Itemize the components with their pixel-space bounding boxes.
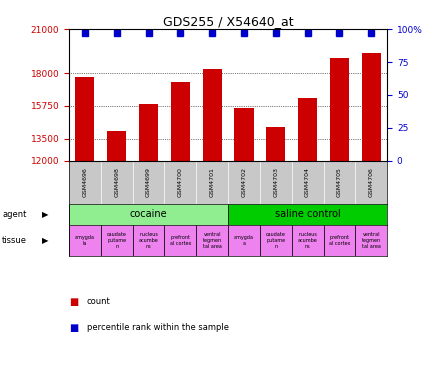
Text: GSM4700: GSM4700 (178, 167, 183, 197)
Text: percentile rank within the sample: percentile rank within the sample (87, 323, 229, 332)
Bar (69, 225, 101, 256)
Text: nucleus
acumbe
ns: nucleus acumbe ns (298, 232, 317, 249)
Text: GSM4702: GSM4702 (242, 167, 247, 197)
Bar (75, 78, 94, 161)
Text: GSM4701: GSM4701 (210, 167, 214, 197)
Text: GSM4706: GSM4706 (369, 167, 374, 197)
Text: GSM4705: GSM4705 (337, 167, 342, 197)
Bar (330, 59, 349, 161)
Bar (196, 225, 228, 256)
Text: ▶: ▶ (42, 236, 49, 245)
Title: GDS255 / X54640_at: GDS255 / X54640_at (163, 15, 293, 28)
Bar (228, 225, 260, 256)
Text: caudate
putame
n: caudate putame n (107, 232, 127, 249)
Text: cocaine: cocaine (129, 209, 167, 219)
Text: GSM4698: GSM4698 (114, 167, 119, 197)
Text: GSM4696: GSM4696 (82, 167, 87, 197)
Text: GSM4704: GSM4704 (305, 167, 310, 197)
Bar (107, 131, 126, 161)
Bar (202, 69, 222, 161)
Bar (260, 225, 292, 256)
Text: count: count (87, 298, 110, 306)
Bar (292, 225, 324, 256)
Bar (298, 98, 317, 161)
Text: amygda
a: amygda a (234, 235, 254, 246)
Text: agent: agent (2, 210, 27, 219)
Bar (171, 82, 190, 161)
Bar (165, 225, 196, 256)
Bar (133, 225, 165, 256)
Bar (324, 225, 355, 256)
Text: prefront
al cortex: prefront al cortex (170, 235, 191, 246)
Text: caudate
putame
n: caudate putame n (266, 232, 286, 249)
Text: ventral
tegmen
tal area: ventral tegmen tal area (362, 232, 381, 249)
Text: nucleus
acumbe
ns: nucleus acumbe ns (139, 232, 158, 249)
Text: ▶: ▶ (42, 210, 49, 219)
Text: amygda
la: amygda la (75, 235, 95, 246)
Bar (266, 127, 285, 161)
Text: ■: ■ (69, 322, 78, 333)
Bar (228, 203, 387, 225)
Bar (355, 225, 387, 256)
Bar (101, 225, 133, 256)
Text: GSM4703: GSM4703 (273, 167, 278, 197)
Bar (69, 203, 228, 225)
Bar (362, 53, 381, 161)
Bar (235, 108, 254, 161)
Text: prefront
al cortex: prefront al cortex (329, 235, 350, 246)
Text: tissue: tissue (2, 236, 27, 245)
Bar (139, 104, 158, 161)
Text: ■: ■ (69, 297, 78, 307)
Text: saline control: saline control (275, 209, 340, 219)
Text: ventral
tegmen
tal area: ventral tegmen tal area (202, 232, 222, 249)
Text: GSM4699: GSM4699 (146, 167, 151, 197)
